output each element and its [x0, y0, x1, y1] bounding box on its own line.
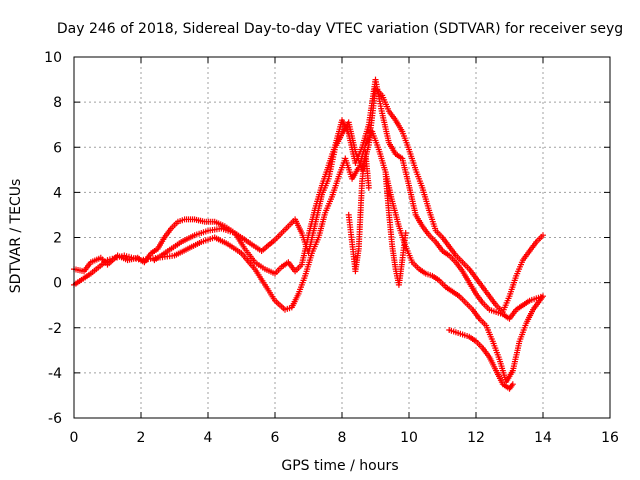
x-tick-label: 0	[70, 430, 79, 446]
y-tick-label: 2	[53, 231, 62, 247]
y-tick-label: 8	[53, 95, 62, 111]
y-axis-label: SDTVAR / TECUs	[8, 179, 24, 294]
x-tick-label: 16	[601, 430, 619, 446]
x-tick-label: 6	[271, 430, 280, 446]
plot-frame	[73, 56, 611, 419]
x-tick-label: 2	[137, 430, 146, 446]
x-tick-label: 14	[534, 430, 552, 446]
y-tick-label: 0	[53, 276, 62, 292]
x-tick-labels: 0 2 4 6 8 10 12 14 16	[70, 430, 619, 446]
y-tick-label: 6	[53, 140, 62, 156]
x-tick-label: 12	[467, 430, 485, 446]
chart-title: Day 246 of 2018, Sidereal Day-to-day VTE…	[57, 21, 623, 37]
y-tick-label: -2	[48, 321, 62, 337]
scatter-markers	[71, 76, 546, 392]
x-tick-label: 4	[204, 430, 213, 446]
grid-lines	[74, 57, 610, 418]
x-tick-label: 8	[338, 430, 347, 446]
x-tick-label: 10	[400, 430, 418, 446]
y-tick-label: 10	[44, 50, 62, 66]
data-points	[71, 76, 546, 392]
y-tick-label: -6	[48, 411, 62, 427]
y-tick-label: -4	[48, 366, 62, 382]
y-tick-label: 4	[53, 185, 62, 201]
y-tick-labels: -6 -4 -2 0 2 4 6 8 10	[44, 50, 62, 427]
x-axis-label: GPS time / hours	[281, 458, 398, 474]
